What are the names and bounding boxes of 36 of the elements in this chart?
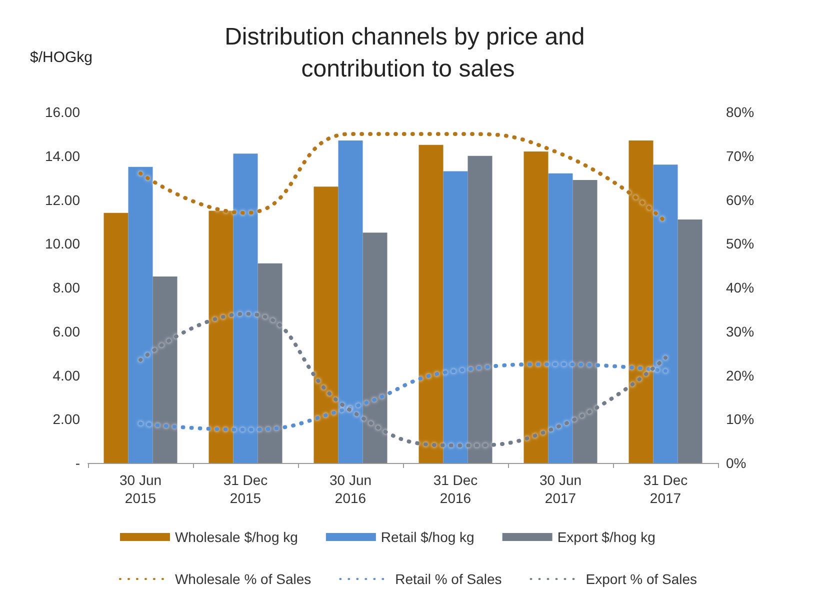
- y2-tick-label: 80%: [726, 104, 754, 120]
- legend-label: Wholesale % of Sales: [174, 571, 312, 587]
- y-tick-label: -: [75, 455, 80, 471]
- legend-label: Export % of Sales: [586, 571, 698, 587]
- x-tick-label: 30 Jun 2015: [119, 472, 162, 506]
- y2-tick-label: 0%: [726, 455, 746, 471]
- y-tick-label: 12.00: [44, 192, 80, 208]
- bar: [418, 144, 444, 463]
- y-tick-label: 8.00: [52, 280, 80, 296]
- y2-tick-label: 30%: [726, 323, 754, 340]
- y2-tick-label: 10%: [726, 411, 754, 428]
- y2-tick-label: 60%: [726, 192, 754, 208]
- x-tick-label: 30 Jun 2016: [329, 472, 372, 506]
- chart-title: Distribution channels by price and contribution to sales: [224, 24, 592, 82]
- y2-tick-label: 70%: [726, 148, 754, 164]
- x-tick-label: 30 Jun 2017: [539, 472, 582, 506]
- y-tick-label: 16.00: [44, 104, 80, 120]
- y-tick-label: 4.00: [52, 367, 80, 384]
- x-tick-label: 31 Dec 2015: [223, 472, 268, 506]
- y-tick-label: 14.00: [44, 148, 80, 164]
- y2-tick-label: 50%: [726, 236, 754, 252]
- legend-label: Wholesale $/hog kg: [174, 529, 298, 545]
- bar: [104, 212, 128, 463]
- x-tick-label: 31 Dec 2017: [643, 472, 688, 506]
- bar: [678, 219, 702, 463]
- x-tick-label: 31 Dec 2016: [433, 472, 478, 506]
- legend-label: Export $/hog kg: [557, 529, 656, 545]
- y-tick-label: 10.00: [44, 236, 80, 252]
- bar: [314, 186, 338, 463]
- y-tick-label: 2.00: [52, 411, 80, 428]
- legend-label: Retail $/hog kg: [380, 529, 474, 545]
- y2-tick-label: 20%: [726, 367, 754, 384]
- y-axis-title: $/HOGkg: [30, 49, 93, 66]
- legend-label: Retail % of Sales: [395, 571, 502, 587]
- y2-tick-label: 40%: [726, 280, 754, 296]
- y-tick-label: 6.00: [52, 323, 80, 340]
